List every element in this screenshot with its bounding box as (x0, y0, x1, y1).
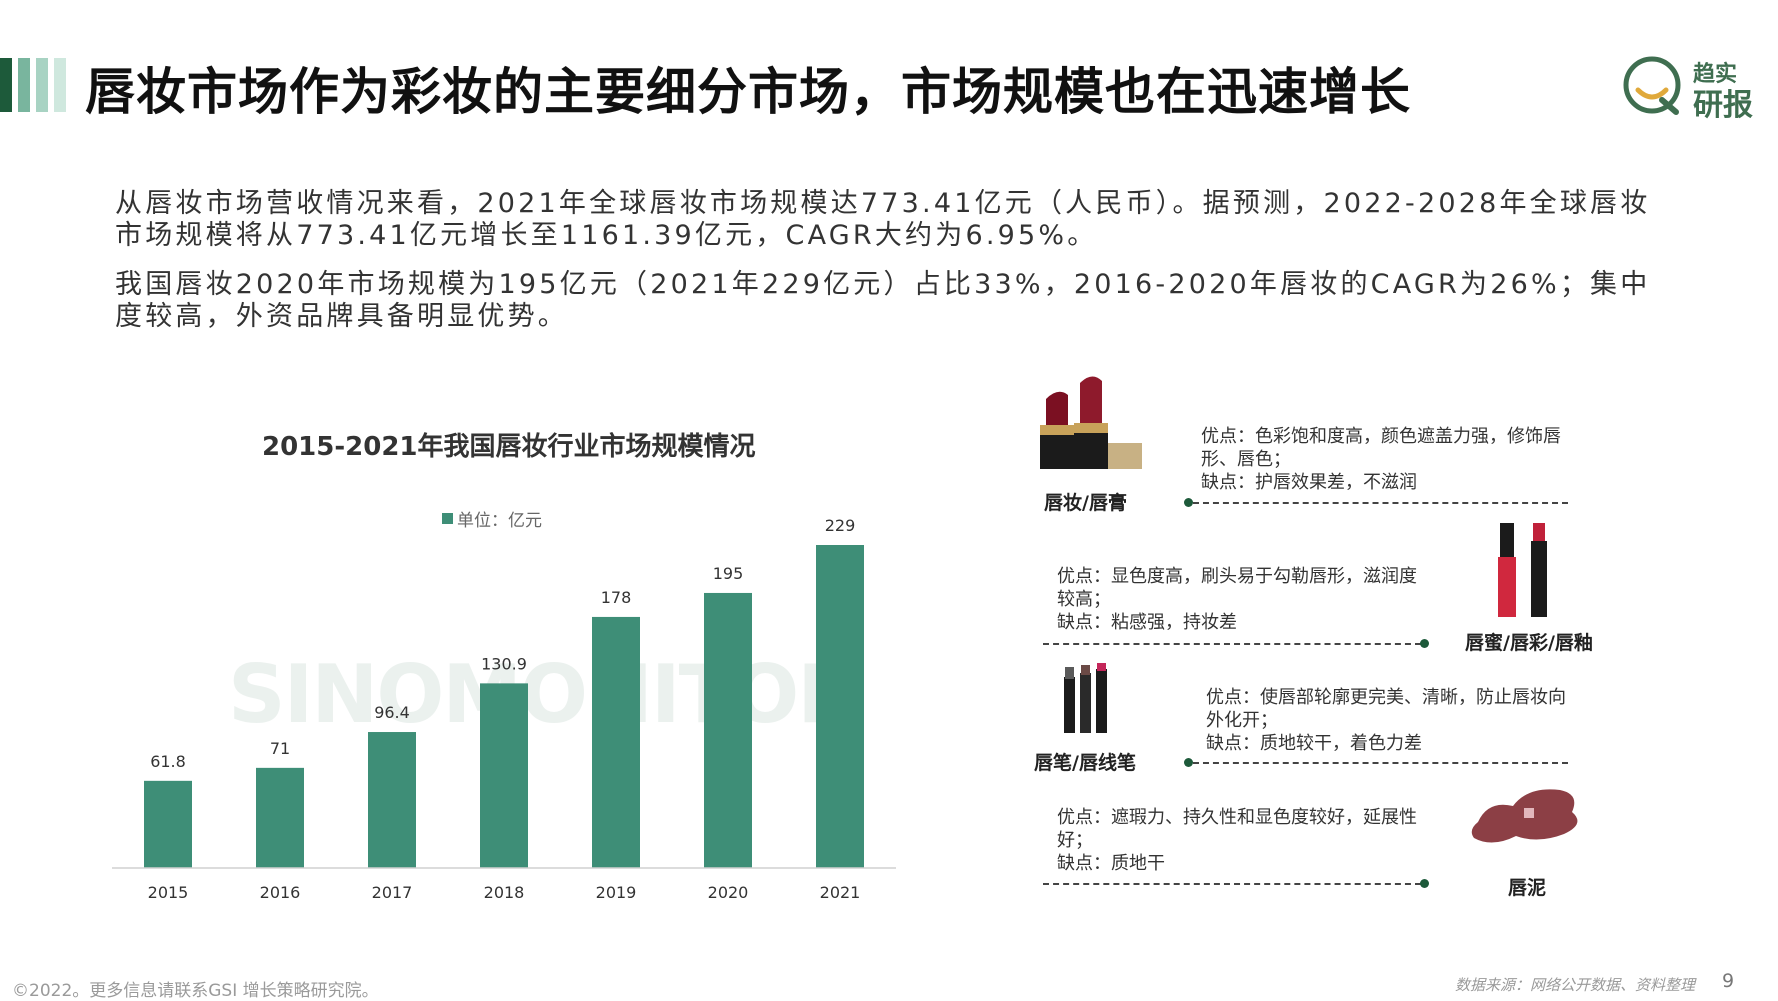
footer-copyright: ©2022。更多信息请联系GSI 增长策略研究院。 (12, 981, 379, 1001)
bar-2015 (144, 780, 192, 868)
bar-2021 (816, 545, 864, 868)
bar-2017 (368, 732, 416, 868)
connector-dot (1184, 758, 1193, 767)
watermark: SINOMONITOR (228, 648, 859, 741)
data-label-2020: 195 (713, 564, 744, 583)
connector-line (1193, 762, 1568, 764)
data-label-2019: 178 (601, 588, 632, 607)
bar-chart: 61.8 2015 71 2016 96.4 2017 130.9 2018 178 2019 19… (112, 516, 896, 902)
product-name-lipstick: 唇妆/唇膏 (1044, 492, 1127, 514)
x-tick-2016: 2016 (260, 883, 301, 902)
data-label-2016: 71 (270, 739, 290, 758)
connector-dot (1184, 498, 1193, 507)
x-tick-2019: 2019 (596, 883, 637, 902)
logo-text-top: 趋实 (1693, 62, 1738, 87)
title-accent-bars (0, 58, 66, 112)
product-desc-lip-pencil: 优点：使唇部轮廓更完美、清晰，防止唇妆向外化开； 缺点：质地较干，着色力差 (1206, 687, 1566, 754)
x-tick-2017: 2017 (372, 883, 413, 902)
page-number: 9 (1722, 970, 1735, 992)
logo-text-bottom: 研报 (1693, 88, 1753, 123)
bar-2019 (592, 616, 640, 868)
x-tick-2018: 2018 (484, 883, 525, 902)
product-desc-lip-mud: 优点：遮瑕力、持久性和显色度较好，延展性好； 缺点：质地干 (1057, 807, 1417, 874)
product-desc-lipstick: 优点：色彩饱和度高，颜色遮盖力强，修饰唇形、唇色； 缺点：护唇效果差，不滋润 (1201, 426, 1561, 493)
lip-mud-icon (1471, 789, 1578, 843)
product-name-lip-mud: 唇泥 (1508, 877, 1547, 899)
connector-line (1043, 643, 1421, 645)
intro-paragraph-china: 我国唇妆2020年市场规模为195亿元（2021年229亿元）占比33%，201… (115, 269, 1651, 332)
bar-2020 (704, 592, 752, 868)
product-name-lip-gloss: 唇蜜/唇彩/唇釉 (1465, 632, 1593, 654)
x-tick-2015: 2015 (148, 883, 189, 902)
chart-title: 2015-2021年我国唇妆行业市场规模情况 (262, 432, 756, 462)
bar-2018 (480, 683, 528, 868)
x-tick-2020: 2020 (708, 883, 749, 902)
x-tick-2021: 2021 (820, 883, 861, 902)
intro-paragraph-global: 从唇妆市场营收情况来看，2021年全球唇妆市场规模达773.41亿元（人民币）。… (115, 188, 1651, 251)
data-label-2018: 130.9 (481, 654, 527, 673)
lipstick-icon (1040, 376, 1142, 469)
product-name-lip-pencil: 唇笔/唇线笔 (1034, 752, 1136, 774)
chart-legend: 单位：亿元 (442, 506, 542, 531)
data-label-2017: 96.4 (374, 703, 410, 722)
connector-line (1043, 883, 1421, 885)
lip-pencil-icon (1064, 663, 1107, 733)
bar-2016 (256, 767, 304, 868)
legend-swatch (442, 513, 453, 524)
data-label-2021: 229 (825, 516, 856, 535)
footer-source: 数据来源：网络公开数据、资料整理 (1455, 976, 1696, 994)
page-title: 唇妆市场作为彩妆的主要细分市场，市场规模也在迅速增长 (85, 63, 1411, 121)
data-label-2015: 61.8 (150, 752, 186, 771)
connector-line (1193, 502, 1568, 504)
connector-dot (1420, 879, 1429, 888)
legend-label: 单位：亿元 (457, 511, 542, 531)
lip-gloss-icon (1498, 523, 1547, 617)
connector-dot (1420, 639, 1429, 648)
product-desc-lip-gloss: 优点：显色度高，刷头易于勾勒唇形，滋润度较高； 缺点：粘感强，持妆差 (1057, 566, 1417, 633)
